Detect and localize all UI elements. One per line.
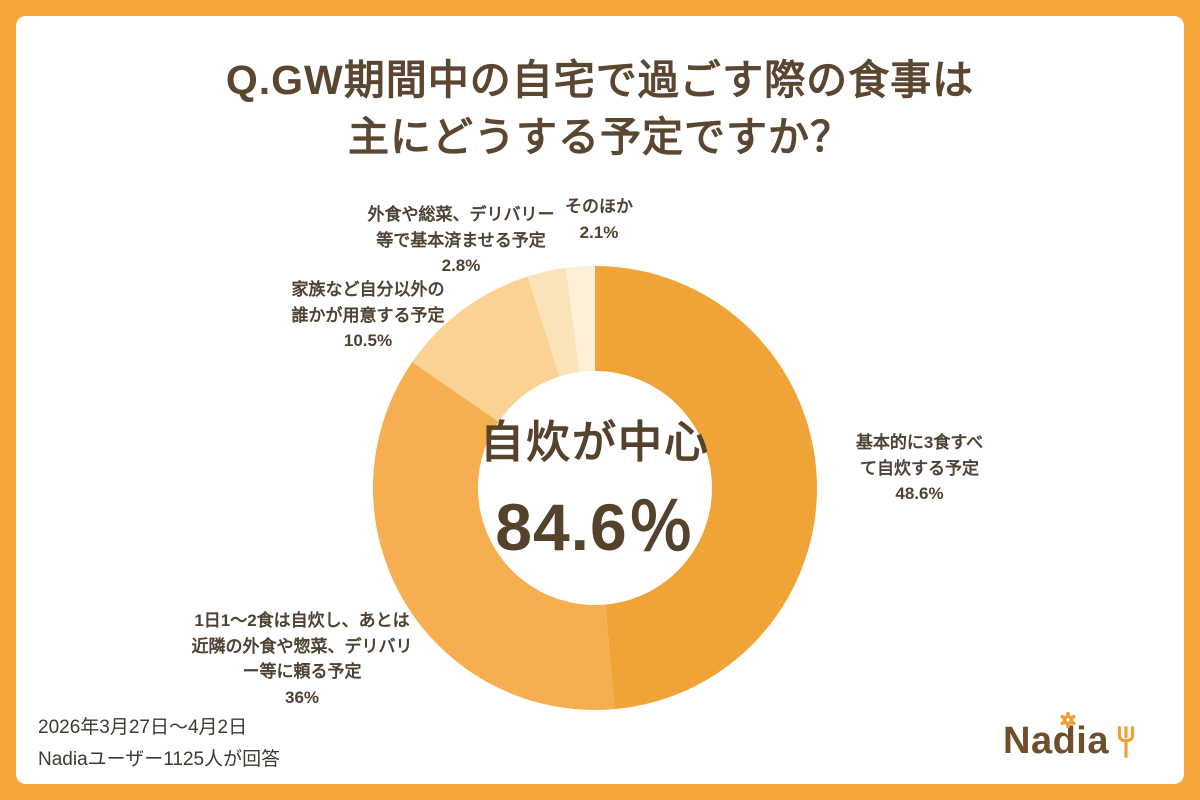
- nadia-logo: Nadia: [1003, 712, 1138, 760]
- donut-segment-1: [373, 362, 615, 710]
- donut-segment-0: [595, 266, 817, 710]
- flower-icon: [1060, 712, 1076, 728]
- segment-label-someone-else-cooks: 家族など自分以外の 誰かが用意する予定 10.5%: [291, 280, 445, 350]
- page-title: Q.GW期間中の自宅で過ごす際の食事は 主にどうする予定ですか？: [16, 52, 1184, 165]
- donut-segment-2: [412, 276, 560, 422]
- segment-label-eat-out-delivery: 外食や総菜、デリバリー 等で基本済ませる予定 2.8%: [367, 205, 555, 275]
- segment-label-cook-1-2-meals: 1日1〜2食は自炊し、あとは 近隣の外食や惣菜、デリバリ ー等に頼る予定 36%: [191, 611, 413, 707]
- donut-segment-3: [527, 267, 580, 377]
- survey-respondents: Nadiaユーザー1125人が回答: [38, 749, 281, 771]
- segment-label-cook-all-meals: 基本的に3食すべ て自炊する予定 48.6%: [855, 433, 984, 503]
- infographic-canvas: Q.GW期間中の自宅で過ごす際の食事は 主にどうする予定ですか？ 自炊が中心 8…: [16, 16, 1184, 784]
- title-line-2: 主にどうする予定ですか？: [348, 113, 852, 160]
- title-line-1: Q.GW期間中の自宅で過ごす際の食事は: [225, 57, 975, 103]
- survey-period: 2026年3月27日〜4月2日: [38, 717, 248, 738]
- donut-segment-4: [565, 266, 595, 373]
- segment-label-other: そのほか 2.1%: [565, 197, 633, 242]
- survey-meta: 2026年3月27日〜4月2日 Nadiaユーザー1125人が回答: [38, 712, 280, 777]
- nadia-logo-text: Nadia: [1003, 712, 1109, 760]
- fork-icon: [1117, 726, 1135, 758]
- donut-chart: [373, 266, 817, 710]
